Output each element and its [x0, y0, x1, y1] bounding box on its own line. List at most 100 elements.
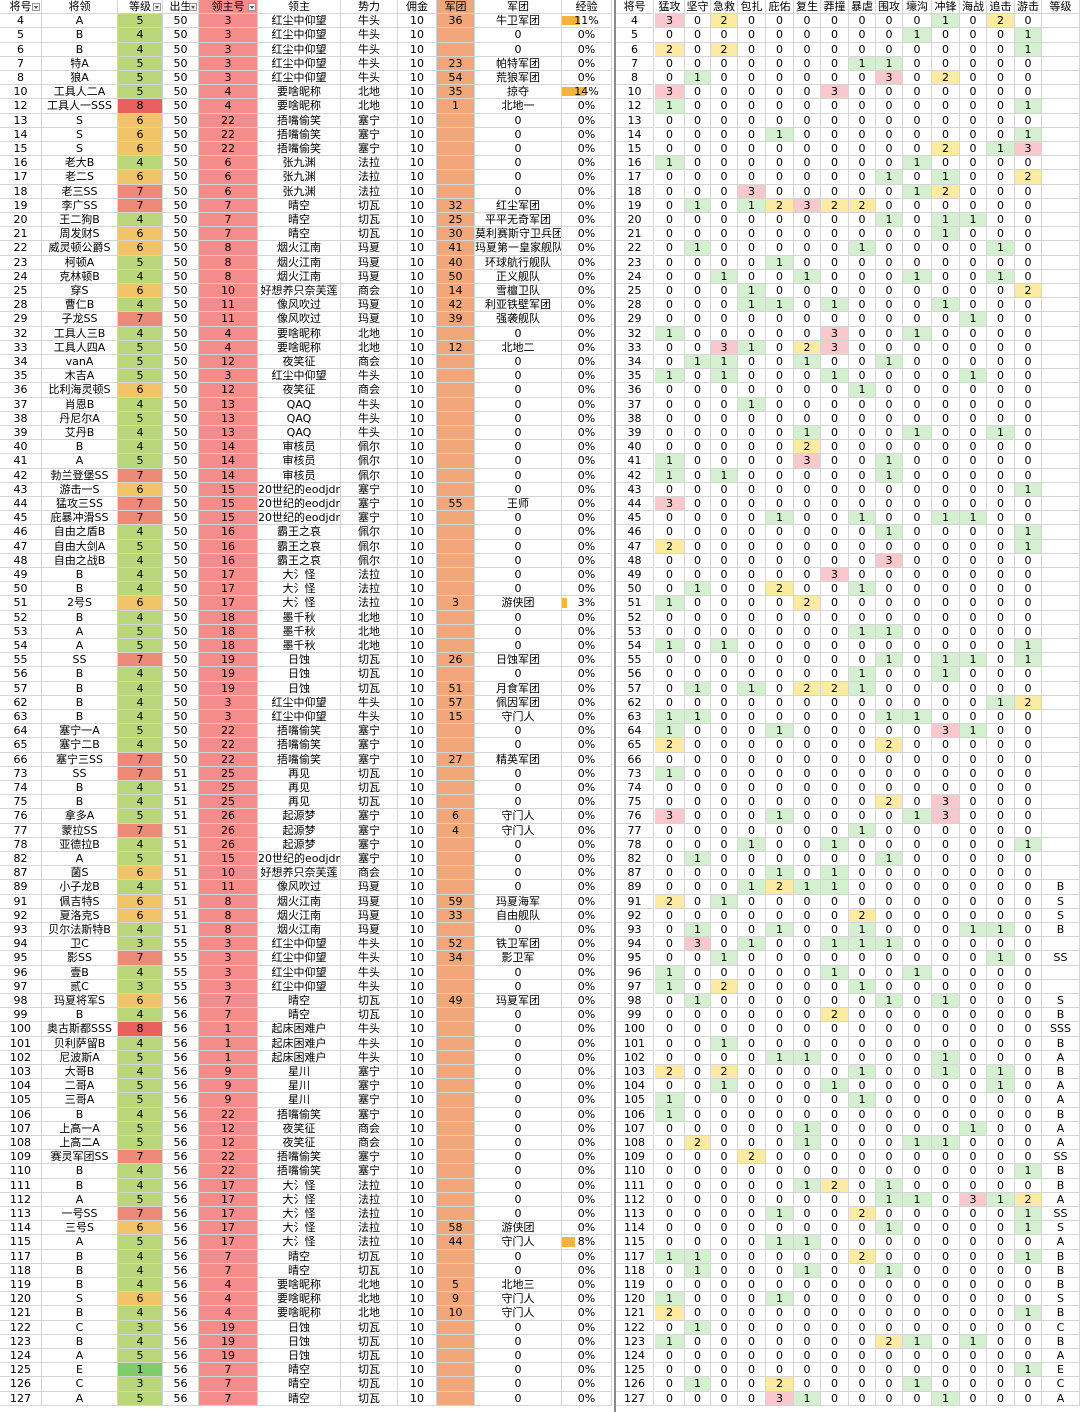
- cell-id[interactable]: 87: [0, 866, 42, 881]
- cell-skill-baozha[interactable]: 0: [738, 1008, 766, 1023]
- cell-skill-baozha[interactable]: 0: [738, 1121, 766, 1136]
- cell-skill-mengong[interactable]: 1: [655, 99, 685, 114]
- cell-skill-weigong[interactable]: 0: [876, 1363, 903, 1378]
- cell-skill-baonue[interactable]: 0: [849, 85, 876, 100]
- cell-legion-id[interactable]: 39: [437, 312, 475, 327]
- cell-lord[interactable]: 晴空: [258, 1391, 341, 1406]
- cell-rank[interactable]: [1042, 710, 1080, 725]
- cell-legion-id[interactable]: [437, 738, 475, 753]
- cell-skill-haizhan[interactable]: 0: [960, 28, 987, 43]
- cell-general[interactable]: B: [42, 610, 118, 625]
- cell-lord[interactable]: 烟火江南: [258, 923, 341, 938]
- cell-skill-fusheng[interactable]: 0: [794, 923, 821, 938]
- cell-skill-baonue[interactable]: 2: [849, 1249, 876, 1264]
- cell-skill-jijiu[interactable]: 0: [711, 582, 738, 597]
- cell-id[interactable]: 32: [0, 326, 42, 341]
- cell-lord[interactable]: 墨千秋: [258, 610, 341, 625]
- cell-legion[interactable]: 0: [475, 142, 562, 157]
- cell-skill-baonue[interactable]: 0: [849, 227, 876, 242]
- cell-lord[interactable]: 审核员: [258, 454, 341, 469]
- cell-skill-biyou[interactable]: 0: [766, 1150, 794, 1165]
- cell-birth[interactable]: 50: [163, 184, 199, 199]
- cell-skill-youji[interactable]: 0: [1015, 1093, 1042, 1108]
- cell-legion[interactable]: 守门人: [475, 710, 562, 725]
- cell-skill-zhuiji[interactable]: 0: [987, 568, 1015, 583]
- cell-skill-haizhan[interactable]: 0: [960, 1107, 987, 1122]
- cell-id2[interactable]: 42: [616, 468, 654, 483]
- cell-skill-haizhan[interactable]: 0: [960, 1320, 987, 1335]
- cell-id2[interactable]: 13: [616, 113, 654, 128]
- cell-fee[interactable]: 10: [398, 852, 437, 867]
- cell-skill-jianshou[interactable]: 0: [685, 411, 711, 426]
- cell-legion[interactable]: 0: [475, 837, 562, 852]
- cell-exp[interactable]: 0%: [562, 894, 612, 909]
- cell-birth[interactable]: 50: [163, 639, 199, 654]
- header-skill-mangzhuang[interactable]: 莽撞: [821, 0, 849, 15]
- cell-fee[interactable]: 10: [398, 738, 437, 753]
- cell-exp[interactable]: 0%: [562, 340, 612, 355]
- cell-skill-zhuiji[interactable]: 0: [987, 170, 1015, 185]
- cell-lord[interactable]: 起床困难户: [258, 1036, 341, 1051]
- cell-id2[interactable]: 123: [616, 1334, 654, 1349]
- cell-skill-baozha[interactable]: 0: [738, 440, 766, 455]
- cell-rank[interactable]: [1042, 397, 1080, 412]
- cell-id[interactable]: 95: [0, 951, 42, 966]
- cell-grade[interactable]: 4: [118, 326, 163, 341]
- cell-lord[interactable]: 晴空: [258, 227, 341, 242]
- cell-legion[interactable]: 0: [475, 127, 562, 142]
- cell-legion[interactable]: 0: [475, 468, 562, 483]
- cell-skill-baonue[interactable]: 0: [849, 1221, 876, 1236]
- cell-skill-jijiu[interactable]: 0: [711, 653, 738, 668]
- cell-skill-jijiu[interactable]: 0: [711, 1178, 738, 1193]
- cell-skill-jijiu[interactable]: 2: [711, 979, 738, 994]
- cell-skill-youji[interactable]: 0: [1015, 1150, 1042, 1165]
- cell-lord-id[interactable]: 17: [199, 568, 258, 583]
- cell-legion-id[interactable]: [437, 610, 475, 625]
- cell-skill-weigong[interactable]: 1: [876, 454, 903, 469]
- cell-legion-id[interactable]: 40: [437, 255, 475, 270]
- cell-birth[interactable]: 50: [163, 28, 199, 43]
- cell-faction[interactable]: 北地: [341, 99, 398, 114]
- cell-skill-biyou[interactable]: 0: [766, 653, 794, 668]
- cell-id[interactable]: 40: [0, 440, 42, 455]
- cell-skill-youji[interactable]: 0: [1015, 1320, 1042, 1335]
- cell-lord-id[interactable]: 4: [199, 99, 258, 114]
- cell-skill-haogou[interactable]: 0: [903, 71, 932, 86]
- cell-skill-weigong[interactable]: 0: [876, 923, 903, 938]
- cell-skill-mangzhuang[interactable]: 0: [821, 1022, 849, 1037]
- cell-skill-baozha[interactable]: 0: [738, 1391, 766, 1406]
- cell-lord-id[interactable]: 16: [199, 553, 258, 568]
- cell-grade[interactable]: 5: [118, 624, 163, 639]
- cell-skill-zhuiji[interactable]: 0: [987, 56, 1015, 71]
- cell-skill-youji[interactable]: 0: [1015, 56, 1042, 71]
- cell-lord[interactable]: 烟火江南: [258, 908, 341, 923]
- cell-birth[interactable]: 50: [163, 610, 199, 625]
- cell-skill-zhuiji[interactable]: 0: [987, 355, 1015, 370]
- cell-skill-weigong[interactable]: 0: [876, 823, 903, 838]
- cell-lord[interactable]: 红尘中仰望: [258, 965, 341, 980]
- cell-skill-jianshou[interactable]: 0: [685, 369, 711, 384]
- cell-legion-id[interactable]: [437, 923, 475, 938]
- cell-exp[interactable]: 0%: [562, 1278, 612, 1293]
- cell-skill-jianshou[interactable]: 0: [685, 397, 711, 412]
- cell-skill-baozha[interactable]: 0: [738, 1278, 766, 1293]
- cell-id2[interactable]: 97: [616, 979, 654, 994]
- cell-rank[interactable]: [1042, 241, 1080, 256]
- cell-general[interactable]: B: [42, 568, 118, 583]
- cell-fee[interactable]: 10: [398, 312, 437, 327]
- cell-skill-jijiu[interactable]: 0: [711, 1150, 738, 1165]
- cell-skill-mangzhuang[interactable]: 0: [821, 355, 849, 370]
- cell-skill-haizhan[interactable]: 0: [960, 710, 987, 725]
- cell-general[interactable]: 工具人一SSS: [42, 99, 118, 114]
- cell-skill-youji[interactable]: 0: [1015, 795, 1042, 810]
- cell-skill-jianshou[interactable]: 0: [685, 795, 711, 810]
- cell-id[interactable]: 43: [0, 482, 42, 497]
- cell-skill-biyou[interactable]: 0: [766, 227, 794, 242]
- cell-skill-jijiu[interactable]: 0: [711, 1107, 738, 1122]
- cell-skill-jijiu[interactable]: 0: [711, 553, 738, 568]
- cell-legion-id[interactable]: [437, 667, 475, 682]
- cell-skill-weigong[interactable]: 0: [876, 951, 903, 966]
- cell-exp[interactable]: 0%: [562, 142, 612, 157]
- cell-faction[interactable]: 切瓦: [341, 1391, 398, 1406]
- cell-legion-id[interactable]: 32: [437, 198, 475, 213]
